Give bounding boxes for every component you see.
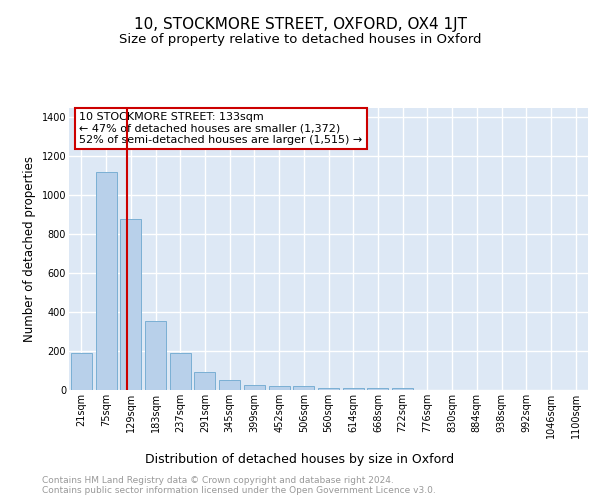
Bar	[219, 380, 240, 390]
Bar	[343, 388, 364, 390]
Text: Size of property relative to detached houses in Oxford: Size of property relative to detached ho…	[119, 32, 481, 46]
Bar	[318, 388, 339, 390]
Text: Distribution of detached houses by size in Oxford: Distribution of detached houses by size …	[145, 452, 455, 466]
Text: 10, STOCKMORE STREET, OXFORD, OX4 1JT: 10, STOCKMORE STREET, OXFORD, OX4 1JT	[133, 18, 467, 32]
Bar	[392, 388, 413, 390]
Bar	[71, 353, 92, 390]
Y-axis label: Number of detached properties: Number of detached properties	[23, 156, 36, 342]
Text: Contains HM Land Registry data © Crown copyright and database right 2024.
Contai: Contains HM Land Registry data © Crown c…	[42, 476, 436, 495]
Bar	[244, 385, 265, 390]
Bar	[293, 386, 314, 390]
Text: 10 STOCKMORE STREET: 133sqm
← 47% of detached houses are smaller (1,372)
52% of : 10 STOCKMORE STREET: 133sqm ← 47% of det…	[79, 112, 362, 145]
Bar	[145, 321, 166, 390]
Bar	[120, 218, 141, 390]
Bar	[269, 386, 290, 390]
Bar	[367, 388, 388, 390]
Bar	[95, 172, 116, 390]
Bar	[194, 372, 215, 390]
Bar	[170, 353, 191, 390]
